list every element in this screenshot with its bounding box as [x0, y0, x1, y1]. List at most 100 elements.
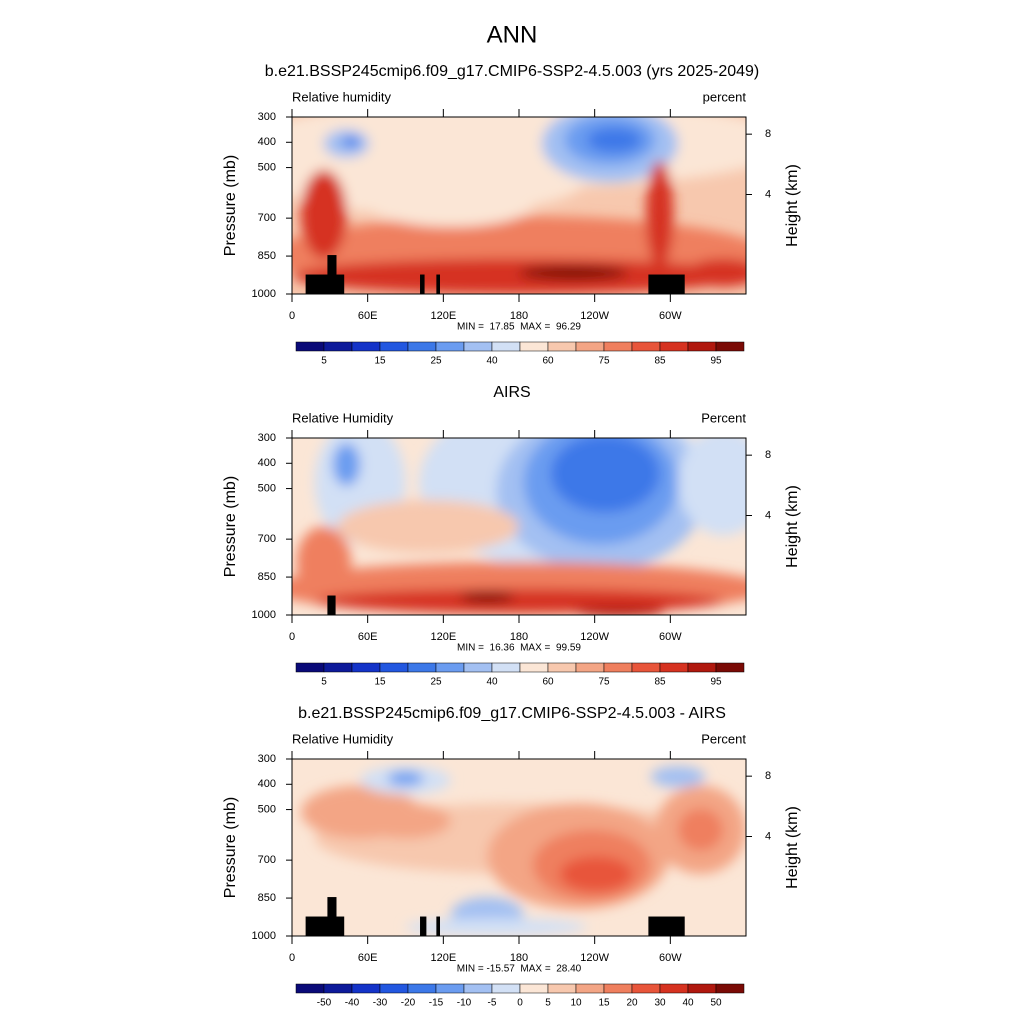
stats: MIN = -15.57 MAX = 28.40: [457, 964, 582, 975]
colorbar-box: [575, 983, 605, 994]
terrain: [648, 916, 685, 936]
colorbar-box: [519, 983, 549, 994]
colorbar-box: [463, 983, 493, 994]
y2-tick-label: 4: [765, 188, 771, 200]
colorbar-label: 50: [710, 998, 722, 1009]
contour-field: [292, 117, 746, 294]
contour-fill: [301, 170, 347, 259]
colorbar-box: [715, 662, 745, 673]
y2-tick-label: 8: [765, 128, 771, 140]
contour-fill: [405, 918, 588, 936]
terrain: [327, 255, 337, 294]
colorbar-box: [295, 341, 325, 352]
colorbar-label: -15: [429, 998, 444, 1009]
figure-title: ANN: [487, 21, 538, 48]
contour-blobs: [292, 438, 746, 615]
colorbar-box: [435, 662, 465, 673]
colorbar-box: [463, 662, 493, 673]
x-tick-label: 180: [510, 952, 528, 964]
colorbar-label: 15: [598, 998, 610, 1009]
y-tick-label: 1000: [252, 930, 276, 942]
colorbar-label: -40: [345, 998, 360, 1009]
contour-fill: [369, 184, 533, 227]
colorbar-label: 60: [542, 356, 554, 367]
colorbar-label: 0: [517, 998, 523, 1009]
x-tick-label: 120W: [580, 952, 609, 964]
colorbar-label: 15: [374, 356, 386, 367]
contour-fill: [459, 591, 515, 603]
terrain: [327, 595, 336, 615]
x-tick-label: 60E: [358, 952, 378, 964]
x-tick-label: 120E: [430, 310, 456, 322]
terrain: [436, 916, 441, 936]
terrain: [420, 274, 425, 294]
y-tick-label: 300: [258, 753, 276, 765]
x-tick-label: 180: [510, 631, 528, 643]
colorbar-box: [603, 341, 633, 352]
panel: b.e21.BSSP245cmip6.f09_g17.CMIP6-SSP2-4.…: [222, 63, 801, 366]
contour-fill: [677, 808, 724, 852]
colorbar-box: [491, 341, 521, 352]
y-tick-label: 500: [258, 161, 276, 173]
colorbar-box: [295, 983, 325, 994]
x-tick-label: 0: [289, 631, 295, 643]
colorbar-label: 95: [710, 677, 722, 688]
right-label: Percent: [701, 731, 746, 746]
contour-fill: [587, 127, 642, 153]
colorbar-label: 5: [545, 998, 551, 1009]
panel: b.e21.BSSP245cmip6.f09_g17.CMIP6-SSP2-4.…: [222, 705, 801, 1008]
colorbar-box: [379, 983, 409, 994]
left-label: Relative Humidity: [292, 410, 394, 425]
colorbar-box: [379, 662, 409, 673]
colorbar-box: [603, 662, 633, 673]
x-tick-label: 60W: [659, 952, 682, 964]
colorbar-box: [351, 983, 381, 994]
colorbar-box: [575, 662, 605, 673]
colorbar-box: [519, 341, 549, 352]
colorbar-label: 85: [654, 356, 666, 367]
colorbar-box: [491, 662, 521, 673]
y-axis-title: Pressure (mb): [222, 476, 239, 577]
colorbar-box: [407, 341, 437, 352]
y2-axis-title: Height (km): [784, 164, 801, 247]
y-tick-label: 1000: [252, 288, 276, 300]
contour-fill: [519, 265, 628, 280]
contour-fill: [332, 443, 361, 486]
colorbar-label: 85: [654, 677, 666, 688]
contour-fill: [550, 438, 660, 513]
x-tick-label: 180: [510, 310, 528, 322]
y-tick-label: 700: [258, 212, 276, 224]
x-tick-label: 120W: [580, 631, 609, 643]
colorbar-box: [407, 983, 437, 994]
colorbar-box: [547, 341, 577, 352]
y-tick-label: 850: [258, 892, 276, 904]
terrain: [648, 274, 685, 294]
colorbar-label: -10: [457, 998, 472, 1009]
y-tick-label: 400: [258, 778, 276, 790]
contour-fill: [296, 526, 352, 598]
right-label: percent: [703, 89, 747, 104]
stats: MIN = 16.36 MAX = 99.59: [457, 643, 581, 654]
left-label: Relative Humidity: [292, 731, 394, 746]
panel-title: b.e21.BSSP245cmip6.f09_g17.CMIP6-SSP2-4.…: [265, 63, 760, 80]
contour-blobs: [292, 117, 746, 294]
y2-tick-label: 4: [765, 509, 771, 521]
x-tick-label: 120W: [580, 310, 609, 322]
colorbar-box: [491, 983, 521, 994]
colorbar-box: [715, 341, 745, 352]
colorbar-box: [603, 983, 633, 994]
colorbar-box: [715, 983, 745, 994]
colorbar-label: -20: [401, 998, 416, 1009]
colorbar-box: [687, 662, 717, 673]
colorbar-box: [519, 662, 549, 673]
y2-axis-title: Height (km): [784, 485, 801, 568]
colorbar-box: [323, 983, 353, 994]
x-tick-label: 120E: [430, 631, 456, 643]
y-tick-label: 850: [258, 571, 276, 583]
x-tick-label: 60E: [358, 631, 378, 643]
contour-fill: [292, 258, 746, 294]
y2-axis-title: Height (km): [784, 806, 801, 889]
y2-tick-label: 8: [765, 449, 771, 461]
x-tick-label: 120E: [430, 952, 456, 964]
